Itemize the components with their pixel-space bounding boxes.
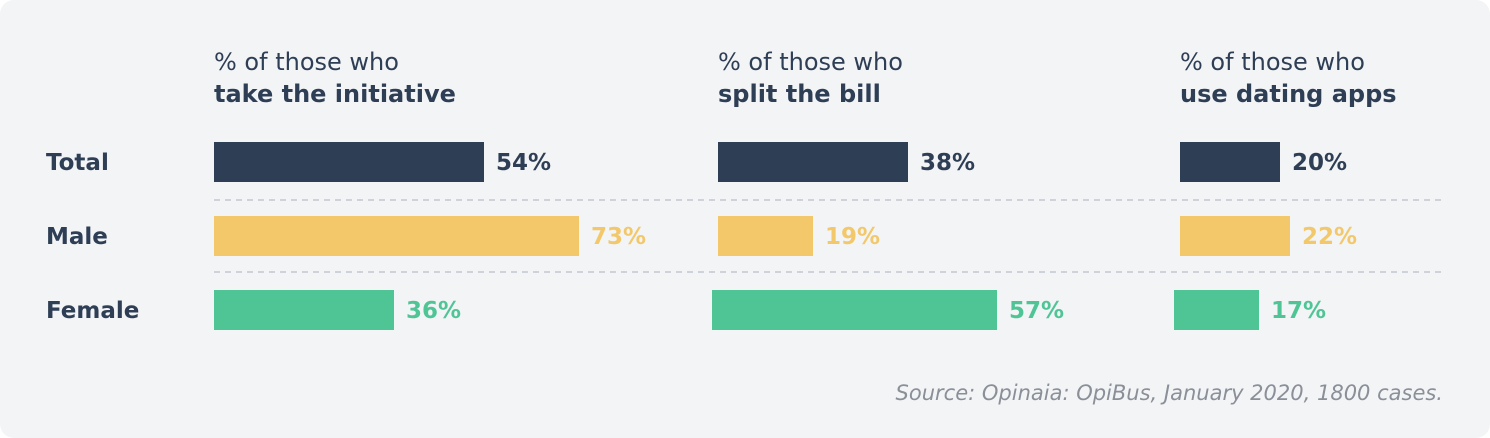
row-label-male: Male: [46, 224, 108, 250]
value-label-panel-3-female: 17%: [1271, 298, 1326, 324]
bar-panel-2-female: [712, 290, 997, 330]
value-label-panel-2-male: 19%: [825, 224, 880, 250]
value-label-panel-3-male: 22%: [1302, 224, 1357, 250]
source-note: Source: Opinaia: OpiBus, January 2020, 1…: [896, 381, 1443, 405]
value-label-panel-2-female: 57%: [1009, 298, 1064, 324]
panel-2-title-line2: split the bill: [718, 80, 881, 108]
bar-panel-3-female: [1174, 290, 1259, 330]
bar-panel-3-total: [1180, 142, 1280, 182]
value-label-panel-1-male: 73%: [591, 224, 646, 250]
row-label-female: Female: [46, 298, 139, 324]
value-label-panel-3-total: 20%: [1292, 150, 1347, 176]
bar-panel-2-total: [718, 142, 908, 182]
bar-panel-1-total: [214, 142, 484, 182]
bar-panel-3-male: [1180, 216, 1290, 256]
panel-1-title-line2: take the initiative: [214, 80, 456, 108]
value-label-panel-1-total: 54%: [496, 150, 551, 176]
row-label-total: Total: [46, 150, 109, 176]
bar-panel-1-female: [214, 290, 394, 330]
bar-panel-1-male: [214, 216, 579, 256]
panel-3-title-line2: use dating apps: [1180, 80, 1397, 108]
panel-2-title-line1: % of those who: [718, 48, 903, 76]
bar-panel-2-male: [718, 216, 813, 256]
value-label-panel-1-female: 36%: [406, 298, 461, 324]
panel-3-title-line1: % of those who: [1180, 48, 1365, 76]
value-label-panel-2-total: 38%: [920, 150, 975, 176]
panel-1-title-line1: % of those who: [214, 48, 399, 76]
